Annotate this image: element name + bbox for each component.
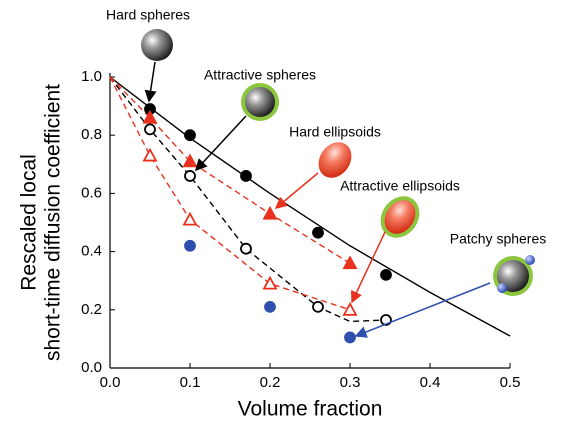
marker <box>184 239 196 252</box>
marker <box>184 170 196 182</box>
x-axis-label: Volume fraction <box>238 398 383 421</box>
annotation: Attractive ellipsoids <box>340 178 460 194</box>
y-tick-label: 0.0 <box>81 359 102 376</box>
icons <box>141 29 535 296</box>
marker <box>182 153 198 168</box>
y-tick-label: 0.6 <box>81 184 102 201</box>
arrow <box>194 115 247 172</box>
annotation: Patchy spheres <box>450 231 547 247</box>
x-tick-label: 0.1 <box>180 374 201 391</box>
annotation: Hard spheres <box>106 7 190 23</box>
y-tick-label: 1.0 <box>81 68 102 85</box>
y-tick-label: 0.4 <box>81 243 102 260</box>
y-tick-label: 0.8 <box>81 126 102 143</box>
icon-patch <box>497 283 507 293</box>
x-tick-label: 0.2 <box>260 374 281 391</box>
x-tick-label: 0.0 <box>100 374 121 391</box>
marker <box>380 268 392 281</box>
arrow <box>354 282 491 338</box>
marker <box>144 123 156 136</box>
x-tick-label: 0.3 <box>340 374 361 391</box>
marker <box>182 211 198 226</box>
marker <box>342 301 358 316</box>
marker <box>312 226 324 239</box>
x-tick-label: 0.5 <box>500 374 521 391</box>
curve <box>109 76 351 264</box>
marker <box>262 275 278 290</box>
marker <box>240 170 252 182</box>
icon-ellipsoid <box>318 142 352 178</box>
marker <box>262 205 278 220</box>
icon-patch <box>525 255 535 265</box>
icon-hard-sphere <box>141 29 173 61</box>
arrow <box>274 172 319 209</box>
annotation: Attractive spheres <box>204 67 316 83</box>
marker <box>312 300 324 313</box>
icon-attractive-sphere <box>245 87 275 117</box>
curve <box>109 76 511 337</box>
icon-attractive-ellipsoid <box>384 200 416 234</box>
y-tick-label: 0.2 <box>81 301 102 318</box>
marker <box>344 331 356 344</box>
marker <box>184 129 196 142</box>
marker <box>264 300 276 313</box>
x-tick-label: 0.4 <box>420 374 441 391</box>
arrow <box>144 61 157 103</box>
y-axis-label: Rescaled local <box>18 154 41 291</box>
annotation: Hard ellipsoids <box>289 124 381 140</box>
marker <box>240 242 252 255</box>
marker <box>142 109 158 124</box>
arrow <box>351 231 386 304</box>
y-axis-label: short-time diffusion coefficient <box>42 84 65 361</box>
marker <box>342 255 358 270</box>
marker <box>142 147 158 162</box>
